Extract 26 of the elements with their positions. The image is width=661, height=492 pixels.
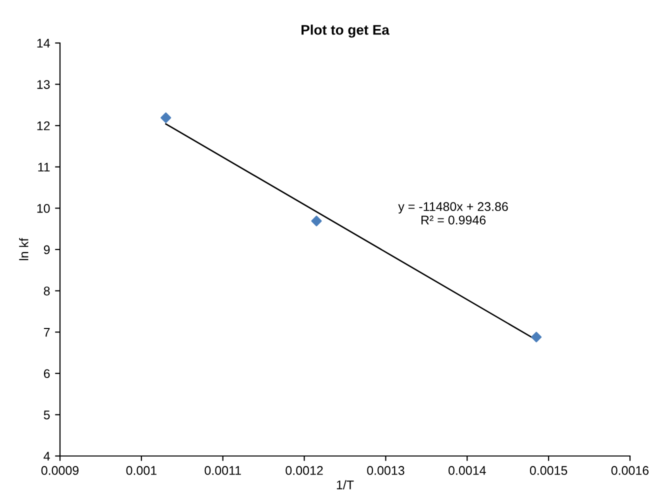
y-tick-label: 12 [37, 121, 50, 130]
y-tick-label: 11 [38, 162, 50, 172]
x-axis-title: 1/T [336, 480, 354, 490]
x-tick-label: 0.0013 [367, 466, 404, 475]
chart-title: Plot to get Ea [302, 24, 390, 38]
x-tick-label: 0.0015 [530, 466, 568, 475]
y-tick-label: 7 [44, 328, 50, 337]
point [531, 332, 542, 342]
y-tick-label: 14 [37, 38, 50, 48]
x-tick-label: 0.0012 [286, 466, 323, 475]
x-tick-label: 0.001 [126, 466, 156, 475]
x-tick-label: 0.0016 [611, 466, 649, 475]
y-axis-title: ln kf [19, 238, 28, 260]
x-tick-label: 0.0011 [204, 466, 241, 475]
y-tick-label: 8 [44, 286, 50, 296]
y-tick-label: 10 [37, 204, 50, 213]
y-tick-label: 5 [44, 410, 50, 420]
x-tick-label: 0.0009 [41, 466, 79, 475]
y-tick-label: 9 [44, 245, 50, 254]
y-tick-label: 6 [44, 369, 50, 378]
point [160, 112, 172, 124]
y-tick-label: 13 [37, 80, 50, 89]
x-tick-label: 0.0014 [448, 466, 486, 475]
annotation: y = -11480x + 23.86 R² = 0.9946 [398, 202, 508, 224]
y-tick-label: 4 [44, 452, 50, 461]
point [311, 216, 322, 226]
